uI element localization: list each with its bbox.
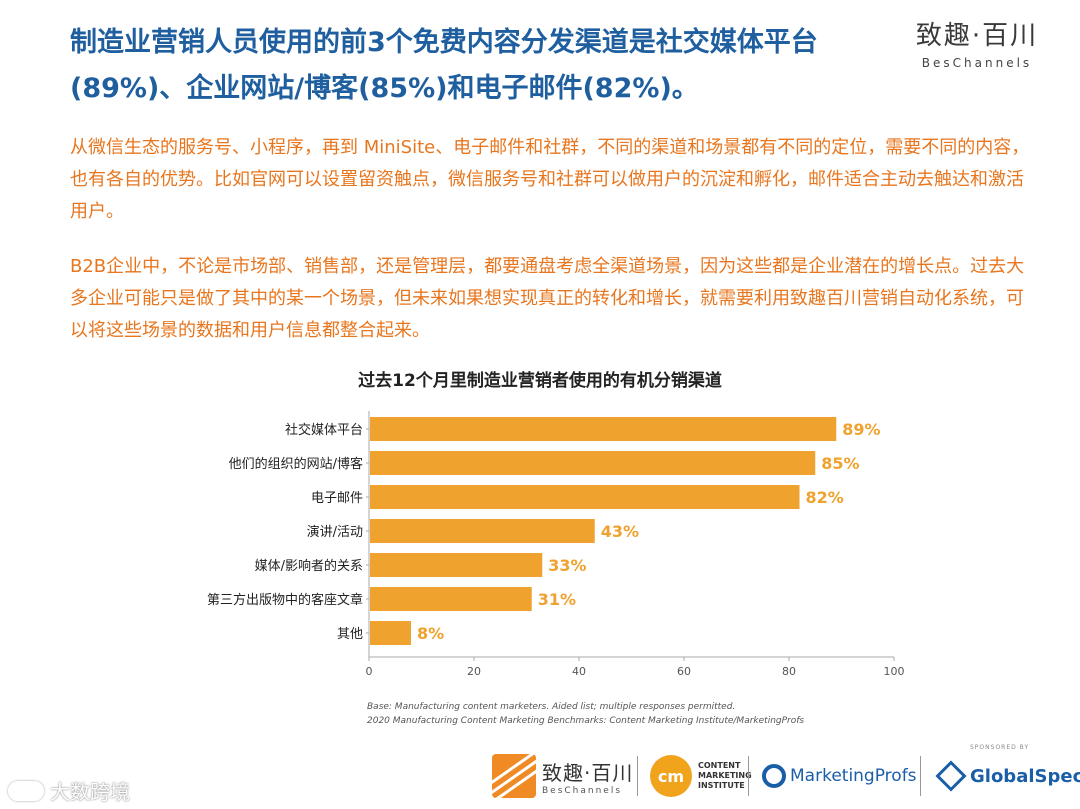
category-label: 演讲/活动 xyxy=(307,524,363,540)
bar-value-label: 8% xyxy=(417,624,444,643)
chart-title: 过去12个月里制造业营销者使用的有机分销渠道 xyxy=(358,371,722,391)
x-tick-label: 80 xyxy=(782,665,796,678)
bar-value-label: 89% xyxy=(842,420,880,439)
bar xyxy=(370,553,543,577)
cmi-line-3: INSTITUTE xyxy=(698,781,745,790)
watermark: 大数跨境 xyxy=(8,776,130,805)
footer-divider xyxy=(920,756,921,796)
globalspec-logo: SPONSORED BY GlobalSpec xyxy=(935,744,1080,800)
category-label: 第三方出版物中的客座文章 xyxy=(207,592,363,608)
bar xyxy=(370,451,816,475)
x-tick-label: 20 xyxy=(467,665,481,678)
globalspec-mark-icon xyxy=(935,760,967,792)
bar-value-label: 33% xyxy=(548,556,586,575)
watermark-icon xyxy=(8,780,44,801)
bar xyxy=(370,621,411,645)
marketingprofs-name: MarketingProfs xyxy=(790,766,917,786)
chart-note-base: Base: Manufacturing content marketers. A… xyxy=(367,702,736,712)
x-tick-label: 100 xyxy=(884,665,905,678)
category-label: 社交媒体平台 xyxy=(285,422,363,438)
page-title: 制造业营销人员使用的前3个免费内容分发渠道是社交媒体平台(89%)、企业网站/博… xyxy=(70,27,818,104)
b2b-paragraph: B2B企业中，不论是市场部、销售部，还是管理层，都要通盘考虑全渠道场景，因为这些… xyxy=(70,256,1025,341)
chart-notes: Base: Manufacturing content marketers. A… xyxy=(367,700,804,728)
category-label: 媒体/影响者的关系 xyxy=(255,558,363,574)
watermark-text: 大数跨境 xyxy=(50,780,130,804)
brand-sub: BesChannels xyxy=(921,56,1033,70)
sponsored-by-label: SPONSORED BY xyxy=(970,744,1030,751)
cmi-line-1: CONTENT xyxy=(698,761,741,770)
category-label: 他们的组织的网站/博客 xyxy=(229,456,363,472)
x-tick-label: 0 xyxy=(366,665,373,678)
footer: 致趣·百川 BesChannels cm CONTENT MARKETING I… xyxy=(0,744,1080,809)
beschannels-name: 致趣·百川 xyxy=(542,760,634,785)
intro-paragraph: 从微信生态的服务号、小程序，再到 MiniSite、电子邮件和社群，不同的渠道和… xyxy=(70,137,1030,222)
globalspec-name: GlobalSpec xyxy=(970,765,1080,787)
bar xyxy=(370,417,837,441)
footer-divider xyxy=(637,756,638,796)
bar xyxy=(370,519,595,543)
category-label: 电子邮件 xyxy=(311,491,363,506)
bar-value-label: 31% xyxy=(538,590,576,609)
bar-value-label: 85% xyxy=(821,454,859,473)
beschannels-logo: 致趣·百川 BesChannels xyxy=(492,752,633,800)
cmi-line-2: MARKETING xyxy=(698,771,752,780)
category-label: 其他 xyxy=(337,627,363,642)
cmi-mark-icon: cm xyxy=(650,755,692,797)
cmi-logo: cm CONTENT MARKETING INSTITUTE xyxy=(650,752,752,800)
brand-logo: 致趣·百川 BesChannels xyxy=(912,20,1042,70)
footer-divider xyxy=(748,756,749,796)
bar-value-label: 82% xyxy=(806,488,844,507)
beschannels-mark-icon xyxy=(492,754,536,798)
marketingprofs-logo: MarketingProfs xyxy=(762,752,917,800)
marketingprofs-mark-icon xyxy=(762,764,786,788)
x-tick-label: 60 xyxy=(677,665,691,678)
bar xyxy=(370,485,800,509)
x-tick-label: 40 xyxy=(572,665,586,678)
bar-value-label: 43% xyxy=(601,522,639,541)
brand-name: 致趣·百川 xyxy=(915,21,1039,51)
beschannels-sub: BesChannels xyxy=(542,785,623,796)
chart-note-source: 2020 Manufacturing Content Marketing Ben… xyxy=(367,716,805,726)
bar xyxy=(370,587,532,611)
bar-chart: 社交媒体平台 89% 他们的组织的网站/博客 85% 电子邮件 82% 演讲/活动 43% 媒体… xyxy=(207,411,905,678)
